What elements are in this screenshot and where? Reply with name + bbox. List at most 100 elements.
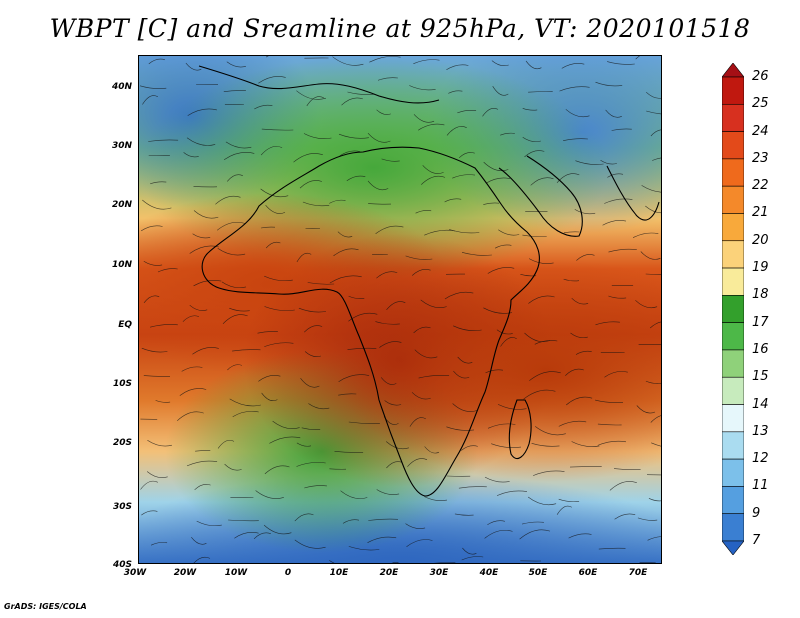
streamline (462, 547, 477, 555)
streamline (411, 392, 431, 400)
streamline (566, 396, 593, 406)
streamline (148, 139, 179, 142)
colorbar-cell (722, 131, 744, 160)
streamline (535, 426, 566, 436)
streamline (444, 291, 474, 300)
streamline (446, 126, 467, 136)
streamline (263, 524, 292, 535)
streamline (303, 133, 332, 140)
streamline (635, 300, 658, 309)
arabia-coastline (498, 155, 583, 237)
streamline (260, 188, 289, 198)
streamline (421, 175, 446, 185)
streamline (492, 86, 509, 96)
colorbar-cell (722, 376, 744, 405)
streamline (191, 537, 207, 545)
streamline (143, 261, 163, 266)
streamline (597, 440, 627, 446)
colorbar-label: 25 (752, 96, 769, 112)
streamline (635, 56, 640, 60)
streamline (182, 315, 200, 322)
colorbar-label: 13 (752, 423, 769, 439)
streamline (650, 129, 661, 137)
streamline (379, 341, 402, 348)
streamline (649, 321, 661, 329)
streamline (155, 400, 171, 403)
streamline (632, 232, 659, 238)
streamline (483, 307, 512, 314)
streamline (607, 173, 624, 178)
streamline (487, 267, 515, 274)
streamline (215, 195, 241, 205)
streamline (600, 159, 617, 165)
streamline (461, 445, 478, 451)
streamline (329, 199, 346, 204)
streamline (384, 400, 402, 406)
streamline (142, 199, 172, 210)
colorbar-cell (722, 458, 744, 487)
streamline (650, 415, 661, 423)
streamline (531, 443, 560, 447)
streamline (376, 489, 400, 495)
streamline (296, 252, 312, 263)
colorbar-cell (722, 513, 744, 542)
streamline (186, 137, 216, 146)
streamline (498, 229, 520, 236)
colorbar-cell (722, 322, 744, 351)
colorbar-cell (722, 158, 744, 187)
streamline (222, 314, 248, 325)
streamline (534, 340, 558, 345)
streamline (595, 81, 623, 87)
streamline (341, 97, 363, 106)
india-coastline (606, 165, 660, 221)
streamline (418, 375, 450, 379)
lon-label-30e: 30E (429, 568, 449, 578)
streamline (528, 295, 555, 304)
colorbar-label: 19 (752, 260, 769, 276)
lon-label-40e: 40E (479, 568, 499, 578)
streamline (446, 64, 469, 71)
streamline (523, 389, 556, 400)
streamline (338, 393, 357, 396)
streamline (216, 221, 245, 231)
streamline (418, 123, 445, 131)
streamline (452, 403, 477, 412)
streamline (565, 368, 584, 376)
streamline (258, 76, 286, 84)
madagascar-coastline (508, 399, 532, 459)
streamline (496, 490, 528, 496)
streamline (446, 426, 475, 431)
streamline (348, 546, 380, 551)
colorbar-cell (722, 349, 744, 378)
streamline (308, 403, 330, 410)
lat-label-40n: 40N (111, 82, 132, 92)
colorbar-cell (722, 404, 744, 433)
lat-label-40s: 40S (112, 560, 132, 570)
streamline (332, 56, 364, 66)
streamline (375, 321, 400, 325)
streamline (483, 161, 509, 172)
streamline (342, 519, 360, 524)
streamline (645, 380, 661, 384)
streamline (253, 532, 271, 540)
streamline (260, 146, 283, 156)
streamline (568, 533, 592, 539)
streamline (196, 520, 222, 527)
streamline (140, 225, 163, 232)
streamline (605, 109, 622, 118)
streamline (307, 282, 335, 285)
streamline (525, 60, 542, 70)
map-title: WBPT [C] and Sreamline at 925hPa, VT: 20… (49, 14, 751, 43)
streamline (368, 203, 392, 205)
streamline (221, 281, 247, 289)
streamline (186, 460, 218, 467)
streamline (569, 466, 602, 468)
streamline (598, 547, 626, 550)
streamline (304, 351, 321, 357)
streamline (448, 229, 480, 234)
streamline (329, 275, 362, 284)
streamline (224, 463, 242, 471)
streamline (571, 441, 600, 447)
streamline (223, 152, 255, 160)
streamline (258, 375, 281, 382)
